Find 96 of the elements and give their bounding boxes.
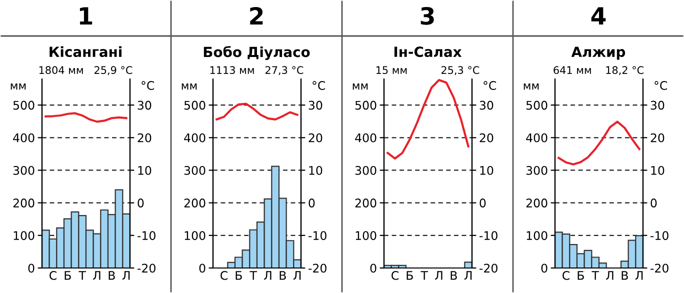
x-tick-label: С <box>392 270 398 280</box>
x-tick-label: В <box>280 271 286 280</box>
y2-tick-label: 0 <box>138 198 144 208</box>
chart-title: 1 <box>80 7 92 25</box>
x-tick-label: Т <box>420 271 428 280</box>
y-tick-label: 300 <box>13 166 34 175</box>
y2-tick-label: -20 <box>480 264 498 273</box>
y-axis-title: мм <box>524 84 539 90</box>
y-axis-title: мм <box>352 84 368 90</box>
x-tick-label: Б <box>578 271 584 280</box>
y-tick-label: 100 <box>526 231 548 240</box>
y2-tick-label: 0 <box>308 198 315 208</box>
y2-axis-title: °C <box>654 81 668 90</box>
y2-tick-label: -10 <box>138 231 156 240</box>
y-tick-label: 0 <box>370 264 376 273</box>
y2-tick-label: 20 <box>308 133 322 142</box>
chart-title: 2 <box>250 6 263 25</box>
y2-tick-label: 0 <box>480 198 486 208</box>
y-tick-label: 500 <box>355 100 376 110</box>
y-tick-label: 100 <box>356 231 376 240</box>
x-tick-label: В <box>108 271 115 280</box>
chart-subtitle: Алжир <box>571 46 626 60</box>
y-tick-label: 300 <box>184 166 206 175</box>
y-axis-title: мм <box>182 84 197 90</box>
x-tick-label: Л <box>122 271 130 280</box>
y2-tick-label: 20 <box>480 133 494 142</box>
text: 1113 мм 27,3 °C <box>210 66 304 76</box>
x-tick-label: Т <box>592 271 599 280</box>
x-tick-label: С <box>562 270 570 280</box>
y-tick-label: 0 <box>199 264 206 273</box>
y2-tick-label: 10 <box>309 166 322 175</box>
text: 1804 мм 25,9 °C <box>39 66 132 76</box>
x-tick-label: Б <box>236 271 242 280</box>
y2-tick-label: 10 <box>138 166 152 175</box>
y-tick-label: 500 <box>526 100 548 110</box>
y2-tick-label: -10 <box>308 231 326 240</box>
x-tick-label: С <box>220 270 228 280</box>
line-series <box>216 102 298 120</box>
x-tick-label: С <box>50 270 56 280</box>
y-tick-label: 500 <box>13 100 34 110</box>
x-tick-label: Т <box>250 271 257 280</box>
line-series <box>558 120 640 166</box>
y2-tick-label: 20 <box>138 133 152 142</box>
y2-tick-label: -10 <box>650 231 668 240</box>
x-tick-label: Л <box>264 271 272 280</box>
y-tick-label: 400 <box>13 133 34 142</box>
chart-subtitle: Бобо Діуласо <box>204 46 310 60</box>
y-tick-label: 0 <box>28 264 34 273</box>
text: 15 мм 25,3 °C <box>376 66 480 76</box>
y2-tick-label: -20 <box>650 264 668 273</box>
y2-tick-label: 10 <box>480 166 494 175</box>
y2-tick-label: 0 <box>650 198 657 208</box>
y2-axis-title: °C <box>312 81 326 90</box>
y-tick-label: 200 <box>526 198 548 208</box>
y-tick-label: 400 <box>184 133 206 142</box>
y2-tick-label: -10 <box>480 231 498 240</box>
y-tick-label: 400 <box>526 133 548 142</box>
y2-axis-title: °C <box>142 81 154 90</box>
x-tick-label: Л <box>435 271 442 280</box>
x-tick-label: Л <box>293 271 301 280</box>
y2-tick-label: -20 <box>138 264 156 273</box>
y2-tick-label: 10 <box>651 166 664 175</box>
chart-title: 4 <box>591 7 606 25</box>
x-tick-label: Б <box>406 271 413 280</box>
y2-tick-label: -20 <box>308 264 326 273</box>
text: 641 мм 18,2 °C <box>554 66 644 76</box>
y2-tick-label: 20 <box>650 133 664 142</box>
x-tick-label: В <box>450 271 457 280</box>
y-tick-label: 200 <box>13 198 34 208</box>
y-tick-label: 500 <box>184 100 206 110</box>
x-tick-label: Л <box>606 271 614 280</box>
x-tick-label: Б <box>64 271 71 280</box>
y2-tick-label: 30 <box>308 100 322 110</box>
x-tick-label: Л <box>93 271 100 280</box>
y-tick-label: 100 <box>184 231 206 240</box>
y2-tick-label: 30 <box>650 100 664 110</box>
y-tick-label: 300 <box>355 166 376 175</box>
y-tick-label: 100 <box>14 231 34 240</box>
y2-tick-label: 30 <box>138 100 152 110</box>
y2-axis-title: °C <box>484 81 496 90</box>
y-tick-label: 400 <box>355 133 376 142</box>
x-tick-label: Л <box>635 271 643 280</box>
y-tick-label: 200 <box>184 198 206 208</box>
x-tick-label: Т <box>78 271 86 280</box>
y-tick-label: 300 <box>526 166 548 175</box>
chart-subtitle: Ін-Салах <box>394 46 462 58</box>
y-tick-label: 200 <box>355 198 376 208</box>
x-tick-label: В <box>622 271 628 280</box>
y-axis-title: мм <box>10 84 26 90</box>
line-series <box>44 112 128 123</box>
y-tick-label: 0 <box>541 264 548 273</box>
x-tick-label: Л <box>464 271 472 280</box>
line-series <box>386 79 470 160</box>
y2-tick-label: 30 <box>480 100 494 110</box>
chart-title: 3 <box>420 6 434 25</box>
chart-subtitle: Кісангані <box>50 46 122 58</box>
